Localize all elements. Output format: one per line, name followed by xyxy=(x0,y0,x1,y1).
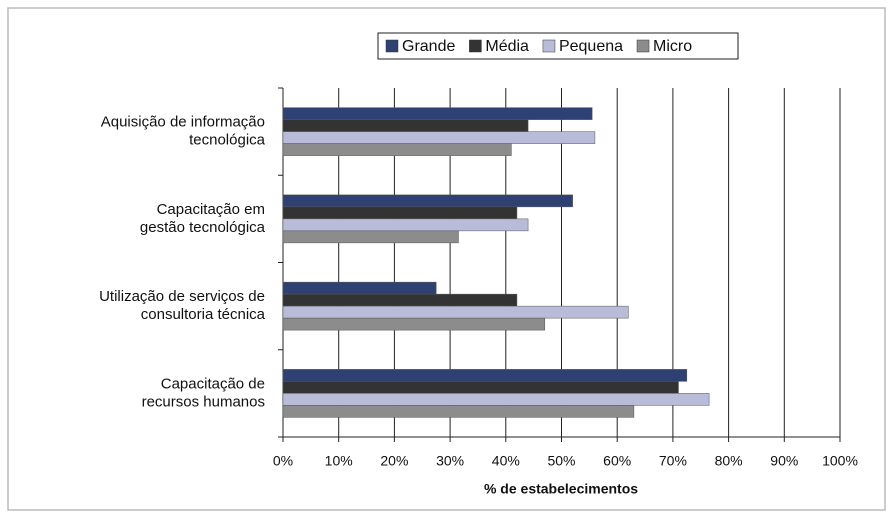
bar xyxy=(282,317,546,331)
x-tick-label: 40% xyxy=(492,453,520,469)
bar xyxy=(282,107,593,120)
bar xyxy=(282,405,635,418)
bar xyxy=(282,293,518,307)
bar xyxy=(282,119,529,132)
x-axis-label: % de estabelecimentos xyxy=(484,481,638,497)
x-tick-label: 20% xyxy=(380,453,408,469)
legend-swatch xyxy=(542,39,556,53)
bar xyxy=(282,143,512,156)
legend-label: Média xyxy=(485,38,529,55)
bar xyxy=(282,369,688,382)
x-tick-label: 70% xyxy=(659,453,687,469)
y-tick-label: Capacitação em gestão tecnológica xyxy=(140,201,266,236)
legend-swatch xyxy=(469,39,482,53)
x-tick-label: 90% xyxy=(770,453,798,469)
x-tick-label: 60% xyxy=(603,453,631,469)
x-tick-label: 80% xyxy=(715,453,743,469)
legend-swatch xyxy=(385,39,399,53)
x-tick-label: 30% xyxy=(436,453,464,469)
y-tick-label: Utilização de serviços de consultoria téc… xyxy=(99,288,266,323)
bar xyxy=(282,230,459,244)
x-tick-label: 100% xyxy=(822,453,858,469)
bar xyxy=(282,218,529,232)
y-tick-label: Aquisição de informação tecnológica xyxy=(101,114,266,149)
bar xyxy=(282,281,437,295)
legend-label: Pequena xyxy=(559,38,623,55)
bar xyxy=(282,305,629,319)
x-tick-label: 10% xyxy=(325,453,353,469)
legend-label: Grande xyxy=(402,38,455,55)
bar xyxy=(282,194,573,208)
chart-frame xyxy=(7,7,886,511)
bar xyxy=(282,381,679,394)
legend-label: Micro xyxy=(653,38,692,55)
bar xyxy=(282,131,596,144)
y-tick-label: Capacitação de recursos humanos xyxy=(142,375,265,410)
bar xyxy=(282,393,710,406)
bar xyxy=(282,206,518,220)
legend-swatch xyxy=(636,39,650,53)
x-tick-label: 0% xyxy=(273,453,293,469)
legend-box xyxy=(377,32,739,60)
x-tick-label: 50% xyxy=(547,453,575,469)
